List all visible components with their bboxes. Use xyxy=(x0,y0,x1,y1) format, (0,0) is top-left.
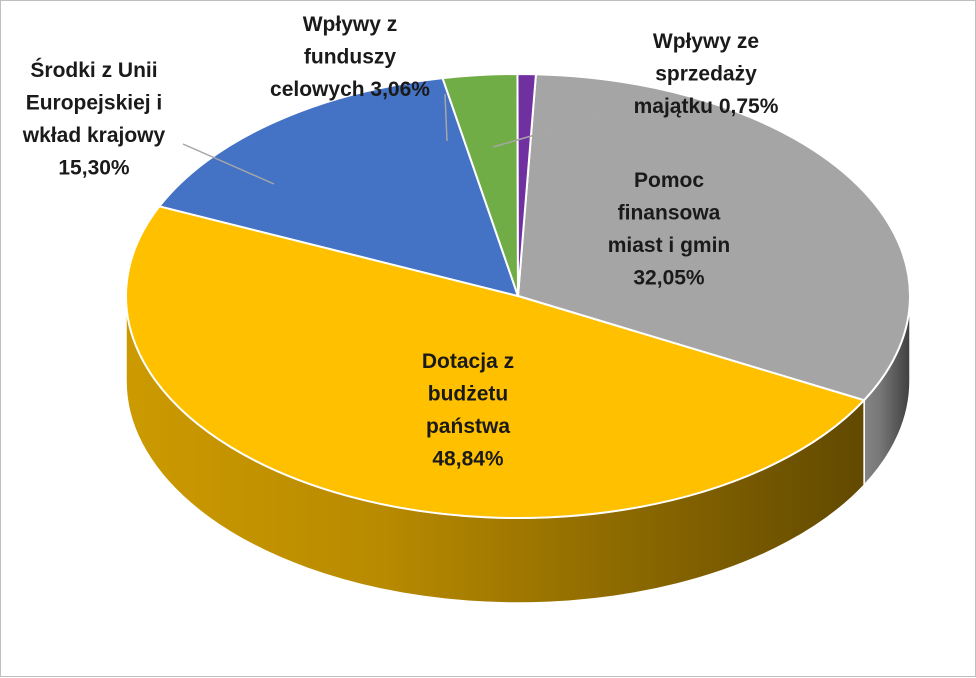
pie-slice xyxy=(125,205,866,519)
data-label-line: finansowa xyxy=(618,202,721,225)
pie-slice xyxy=(516,73,538,297)
pie-slice xyxy=(157,77,520,298)
data-label: Dotacja z budżetu państwa 48,84% xyxy=(422,350,514,471)
pie-slice xyxy=(516,73,911,402)
data-label-line: Wpływy z xyxy=(303,13,398,36)
data-label-line: majątku 0,75% xyxy=(634,95,779,118)
data-label-line: budżetu xyxy=(428,383,508,406)
leader-lines xyxy=(182,93,612,185)
data-label-line: 32,05% xyxy=(633,267,705,290)
data-label-line: Środki z Unii xyxy=(30,58,157,82)
leader-line xyxy=(182,143,275,185)
data-label-line: Dotacja z xyxy=(422,350,514,373)
data-label: Środki z Unii Europejskiej i wkład krajowy… xyxy=(22,58,166,180)
data-label-line: miast i gmin xyxy=(608,234,731,257)
data-label-line: państwa xyxy=(426,415,510,438)
data-label: Wpływy ze sprzedaży majątku 0,75% xyxy=(634,30,779,118)
data-label-line: sprzedaży xyxy=(655,63,757,86)
data-label-line: Europejskiej i xyxy=(26,92,163,115)
leader-line xyxy=(444,93,448,142)
pie-tops xyxy=(125,72,911,519)
data-label-line: wkład krajowy xyxy=(22,124,166,147)
data-label: Wpływy z funduszy celowych 3,06% xyxy=(270,13,430,101)
leader-line xyxy=(492,112,612,148)
data-label-line: 15,30% xyxy=(58,157,130,180)
data-label: Pomoc finansowa miast i gmin 32,05% xyxy=(608,169,731,290)
data-label-line: Pomoc xyxy=(634,169,704,192)
data-label-line: Wpływy ze xyxy=(653,30,759,53)
data-label-line: celowych 3,06% xyxy=(270,78,430,101)
data-label-line: funduszy xyxy=(304,46,396,69)
data-label-line: 48,84% xyxy=(432,448,504,471)
data-labels: Pomoc finansowa miast i gmin 32,05% Dotacja … xyxy=(22,13,779,471)
